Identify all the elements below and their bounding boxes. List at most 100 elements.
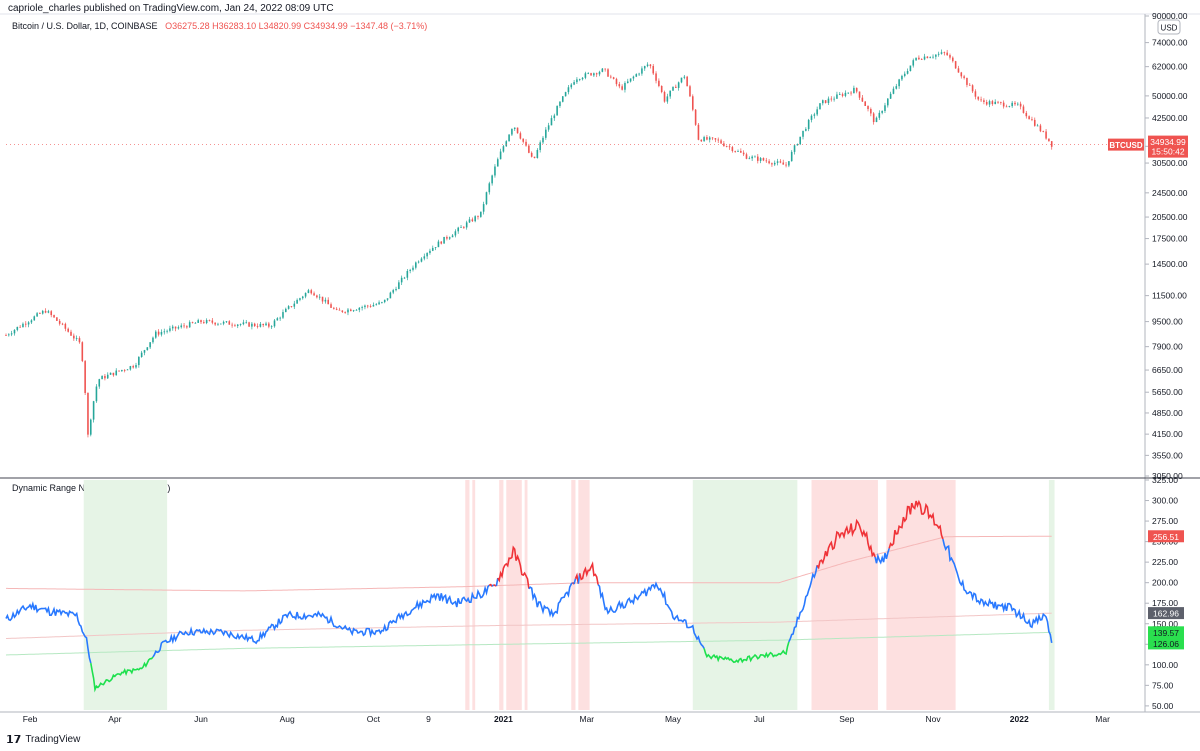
price-candle (217, 322, 219, 326)
publisher-line: capriole_charles published on TradingVie… (8, 3, 334, 14)
price-candle (658, 78, 660, 88)
price-candle (268, 321, 270, 329)
price-candle (1022, 104, 1025, 114)
price-candle (140, 350, 143, 358)
price-candle (160, 329, 163, 337)
nvt-signal-segment (888, 499, 944, 549)
price-candle (725, 145, 728, 148)
price-candle (935, 54, 937, 60)
price-candle (745, 152, 748, 160)
price-candle (256, 323, 259, 329)
price-candle (73, 333, 75, 341)
price-candle (734, 150, 736, 153)
time-tick-label: Mar (1095, 714, 1110, 724)
price-candle (779, 159, 782, 164)
symbol-header[interactable]: Bitcoin / U.S. Dollar, 1D, COINBASE O362… (12, 21, 427, 31)
price-candle (465, 220, 468, 230)
price-candle (488, 181, 491, 195)
price-candle (437, 239, 440, 248)
price-candle (409, 268, 411, 274)
price-candle (850, 90, 852, 96)
price-candle (1005, 104, 1008, 108)
price-candle (1028, 115, 1030, 120)
price-candle (259, 321, 262, 328)
price-candle (84, 359, 86, 395)
price-candle (827, 96, 830, 105)
time-tick-label: 2022 (1010, 714, 1029, 724)
price-candle (918, 55, 920, 60)
price-candle (576, 77, 578, 85)
price-candle (943, 51, 946, 56)
price-candle (980, 96, 982, 103)
price-candle (765, 157, 768, 163)
price-candle (234, 323, 236, 327)
red-signal-band (524, 480, 528, 710)
time-tick-label: Nov (925, 714, 941, 724)
chart-canvas[interactable]: 90000.00 74000.00 62000.00 50000.00 42500.00… (0, 0, 1200, 730)
price-candle (836, 91, 838, 99)
price-candle (194, 322, 197, 324)
price-candle (290, 306, 293, 308)
price-tick-label: 3550.00 (1152, 450, 1183, 460)
price-candle (352, 309, 355, 313)
price-candle (197, 318, 199, 323)
price-candle (638, 72, 640, 76)
price-candle (471, 217, 474, 223)
lower-band-line (5, 631, 1052, 656)
price-candle (109, 372, 112, 375)
currency-badge[interactable]: USD (1157, 19, 1181, 35)
price-candle (364, 304, 366, 310)
price-tick-label: 7900.00 (1152, 342, 1183, 352)
price-candle (89, 418, 92, 437)
price-candle (1039, 123, 1042, 133)
price-candle (451, 234, 454, 238)
price-candle (703, 135, 705, 142)
price-candle (952, 56, 954, 63)
price-candle (629, 78, 632, 83)
price-candle (474, 215, 476, 223)
price-candle (547, 122, 550, 132)
price-candle (316, 294, 318, 299)
price-candle (324, 297, 327, 304)
price-candle (39, 312, 41, 315)
price-candle (231, 322, 233, 328)
price-candle (706, 135, 708, 141)
price-candle (186, 325, 188, 329)
price-tick-label: 4150.00 (1152, 429, 1183, 439)
price-candle (646, 62, 649, 68)
price-candle (163, 328, 166, 335)
price-tick-label: 17500.00 (1152, 234, 1188, 244)
red-signal-band (886, 480, 956, 710)
price-candle (228, 320, 231, 325)
indicator-value-badge: 256.51 (1148, 530, 1184, 543)
price-candle (652, 64, 655, 75)
price-candle (355, 308, 358, 311)
price-candle (92, 400, 95, 423)
price-candle (598, 70, 601, 77)
price-candle (13, 329, 16, 336)
price-candle (375, 303, 378, 306)
price-candle (649, 64, 652, 69)
price-candle (714, 137, 717, 143)
price-candle (446, 235, 448, 241)
time-tick-label: 9 (426, 714, 431, 724)
price-candle (858, 91, 861, 101)
price-candle (126, 368, 129, 371)
price-candle (301, 295, 304, 300)
price-candle (884, 102, 886, 114)
price-candle (872, 112, 875, 125)
price-candle (513, 127, 516, 131)
price-candle (1036, 123, 1039, 127)
price-candle (454, 229, 457, 238)
price-candle (810, 114, 813, 123)
price-candle (1017, 102, 1019, 106)
signal-bands (83, 480, 1055, 710)
price-candle (499, 148, 502, 160)
price-candle (87, 392, 89, 438)
green-signal-band (1048, 480, 1055, 710)
price-candle (420, 257, 423, 263)
price-candle (157, 329, 160, 337)
price-candle (621, 84, 623, 91)
time-tick-label: Oct (367, 714, 381, 724)
